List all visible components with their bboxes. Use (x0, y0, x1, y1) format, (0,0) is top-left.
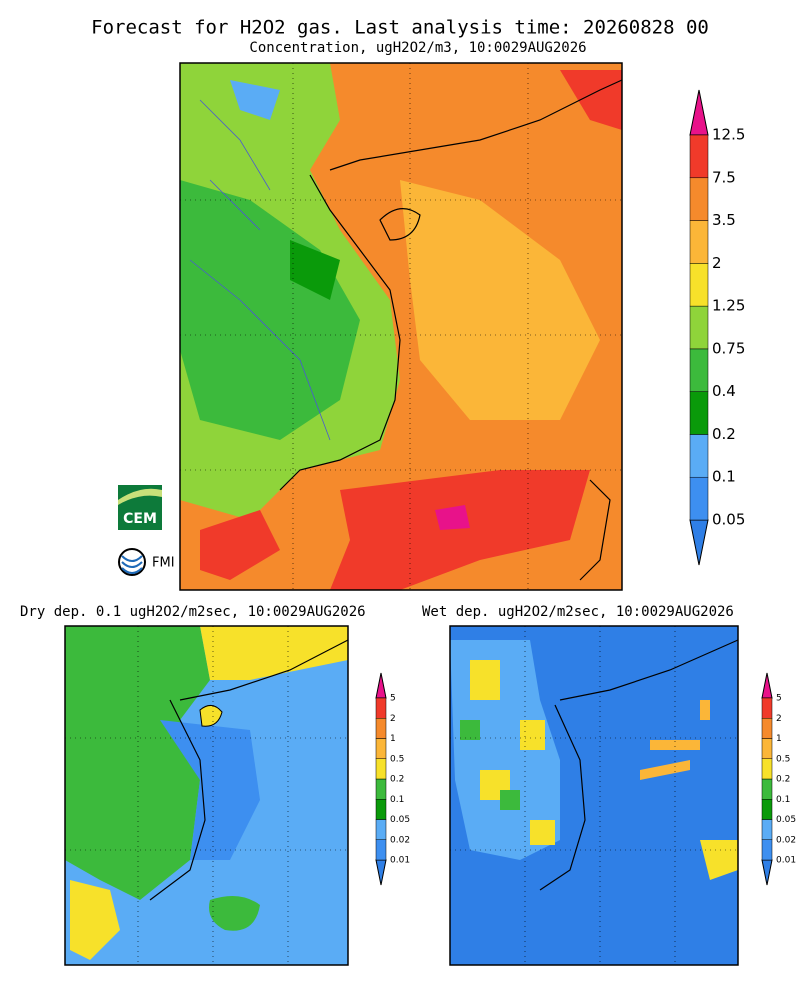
colorbar-band (375, 839, 387, 861)
logo-text: CEM (123, 511, 157, 527)
colorbar-triangle (375, 672, 387, 699)
colorbar-label: 3.5 (712, 211, 736, 229)
panel-subtitle: Concentration, ugH2O2/m3, 10:0029AUG2026 (249, 40, 586, 56)
colorbar-label: 0.05 (390, 815, 410, 825)
wet-map (449, 625, 739, 966)
colorbar-band (375, 758, 387, 780)
colorbar-band (689, 263, 709, 307)
colorbar-band (375, 718, 387, 739)
colorbar-band (375, 799, 387, 820)
colorbar-label: 0.05 (712, 511, 745, 529)
colorbar-band (689, 134, 709, 179)
colorbar-label: 0.5 (776, 754, 790, 764)
colorbar-label: 0.02 (776, 835, 796, 845)
dry-map (64, 625, 349, 966)
colorbar-label: 12.5 (712, 126, 745, 144)
colorbar-band (689, 177, 709, 221)
colorbar-label: 0.01 (776, 856, 796, 866)
colorbar-band (689, 305, 709, 350)
colorbar-band (689, 348, 709, 392)
colorbar-label: 1 (776, 734, 782, 744)
colorbar-label: 1.25 (712, 297, 745, 315)
colorbar-band (689, 434, 709, 478)
panel-title: Wet dep. ugH2O2/m2sec, 10:0029AUG2026 (422, 604, 734, 620)
colorbar-band (689, 476, 709, 521)
colorbar-label: 5 (776, 694, 782, 704)
colorbar-label: 2 (776, 714, 782, 724)
colorbar-triangle (689, 519, 709, 566)
colorbar-band (689, 391, 709, 435)
colorbar-label: 0.1 (390, 795, 404, 805)
colorbar-label: 2 (712, 254, 722, 272)
colorbar-triangle (375, 859, 387, 886)
colorbar-band (375, 778, 387, 800)
colorbar-triangle (689, 89, 709, 136)
colorbar-band (375, 697, 387, 719)
page-title: Forecast for H2O2 gas. Last analysis tim… (91, 17, 709, 39)
colorbar-band (761, 819, 773, 840)
colorbar-label: 0.02 (390, 835, 410, 845)
main-map (179, 62, 623, 591)
colorbar-label: 0.75 (712, 339, 745, 357)
colorbar-label: 0.01 (390, 856, 410, 866)
colorbar-label: 1 (390, 734, 396, 744)
colorbar-band (375, 819, 387, 840)
colorbar-band (761, 697, 773, 719)
colorbar-label: 0.1 (712, 468, 736, 486)
colorbar-band (761, 839, 773, 861)
colorbar-band (375, 738, 387, 759)
colorbar-label: 0.05 (776, 815, 796, 825)
colorbar-label: 0.1 (776, 795, 790, 805)
fmi-logo: FMI (118, 548, 175, 576)
cem-logo: CEM (118, 485, 162, 530)
colorbar-band (761, 718, 773, 739)
logo-text: FMI (152, 556, 175, 571)
colorbar-triangle (761, 859, 773, 886)
colorbar-label: 2 (390, 714, 396, 724)
colorbar-label: 0.2 (390, 775, 404, 785)
colorbar-band (761, 799, 773, 820)
colorbar-label: 0.4 (712, 382, 736, 400)
colorbar-band (761, 738, 773, 759)
colorbar-band (761, 758, 773, 780)
colorbar-label: 5 (390, 694, 396, 704)
colorbar-label: 0.2 (776, 775, 790, 785)
panel-title: Dry dep. 0.1 ugH2O2/m2sec, 10:0029AUG202… (20, 604, 366, 620)
colorbar-label: 0.2 (712, 425, 736, 443)
colorbar-label: 0.5 (390, 754, 404, 764)
colorbar-band (689, 220, 709, 264)
colorbar-label: 7.5 (712, 168, 736, 186)
colorbar-triangle (761, 672, 773, 699)
colorbar-band (761, 778, 773, 800)
